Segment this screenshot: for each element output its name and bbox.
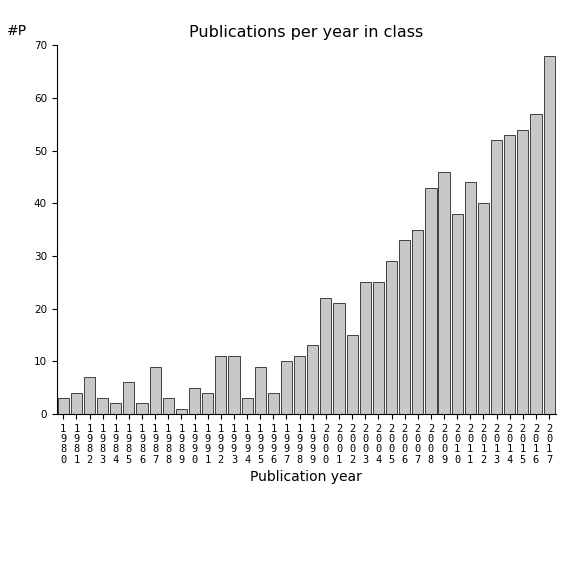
Bar [320,298,332,414]
Bar [478,204,489,414]
Bar [517,130,528,414]
Bar [399,240,411,414]
Bar [373,282,384,414]
Title: Publications per year in class: Publications per year in class [189,25,424,40]
Bar [438,172,450,414]
Bar [504,135,515,414]
Bar [386,261,397,414]
Bar [242,398,253,414]
Bar [530,114,541,414]
Bar [491,140,502,414]
Bar [268,393,279,414]
Bar [346,335,358,414]
Bar [215,356,226,414]
Bar [150,366,161,414]
Bar [544,56,555,414]
X-axis label: Publication year: Publication year [250,471,362,484]
Bar [202,393,213,414]
Bar [124,382,134,414]
Bar [163,398,174,414]
Bar [281,361,292,414]
Bar [71,393,82,414]
Bar [84,377,95,414]
Bar [412,230,424,414]
Bar [451,214,463,414]
Bar [97,398,108,414]
Bar [58,398,69,414]
Text: #P: #P [7,24,27,38]
Bar [307,345,318,414]
Bar [359,282,371,414]
Bar [229,356,239,414]
Bar [425,188,437,414]
Bar [189,388,200,414]
Bar [176,409,187,414]
Bar [465,182,476,414]
Bar [333,303,345,414]
Bar [110,403,121,414]
Bar [255,366,266,414]
Bar [294,356,305,414]
Bar [137,403,147,414]
